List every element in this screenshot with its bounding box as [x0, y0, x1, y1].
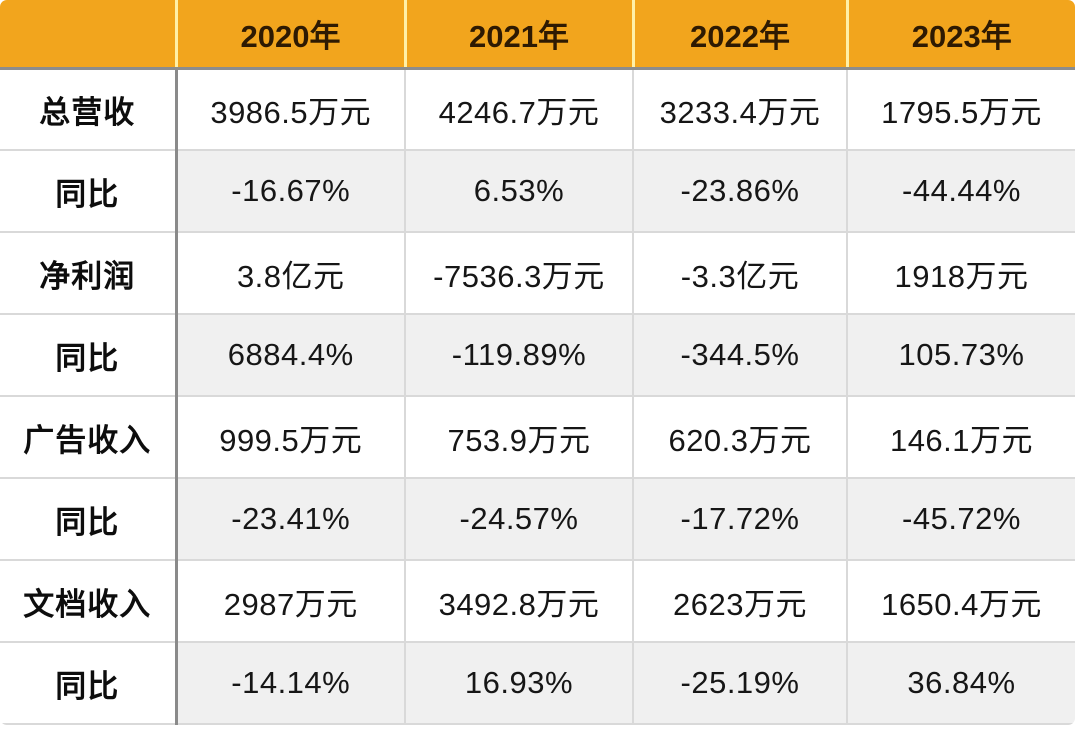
data-cell: 3986.5万元: [176, 68, 406, 151]
table-row-net-profit: 净利润 3.8亿元 -7536.3万元 -3.3亿元 1918万元: [0, 232, 1075, 315]
data-cell: 146.1万元: [847, 396, 1075, 479]
header-cell-empty: [0, 0, 178, 70]
data-cell: -119.89%: [405, 314, 634, 397]
table-row-total-revenue-yoy: 同比 -16.67% 6.53% -23.86% -44.44%: [0, 150, 1075, 233]
table-row-document-revenue: 文档收入 2987万元 3492.8万元 2623万元 1650.4万元: [0, 560, 1075, 643]
data-cell: -3.3亿元: [633, 232, 848, 315]
data-cell: -45.72%: [847, 478, 1075, 561]
data-cell: 105.73%: [847, 314, 1075, 397]
data-cell: 3233.4万元: [633, 68, 848, 151]
data-cell: 620.3万元: [633, 396, 848, 479]
data-cell: 2623万元: [633, 560, 848, 643]
financial-table-figure: 2020年 2021年 2022年 2023年 总营收 3986.5万元 424…: [0, 0, 1075, 725]
row-label: 同比: [0, 314, 178, 397]
row-label: 净利润: [0, 232, 178, 315]
data-cell: -344.5%: [633, 314, 848, 397]
data-cell: 3.8亿元: [176, 232, 406, 315]
data-cell: -7536.3万元: [405, 232, 634, 315]
data-cell: 1795.5万元: [847, 68, 1075, 151]
row-label: 广告收入: [0, 396, 178, 479]
data-cell: 1650.4万元: [847, 560, 1075, 643]
data-cell: -23.86%: [633, 150, 848, 233]
table-row-total-revenue: 总营收 3986.5万元 4246.7万元 3233.4万元 1795.5万元: [0, 68, 1075, 151]
financial-table: 2020年 2021年 2022年 2023年 总营收 3986.5万元 424…: [0, 0, 1075, 725]
data-cell: 36.84%: [847, 642, 1075, 725]
data-cell: -24.57%: [405, 478, 634, 561]
header-cell-2021: 2021年: [405, 0, 635, 70]
header-cell-2023: 2023年: [847, 0, 1075, 70]
header-cell-2022: 2022年: [633, 0, 849, 70]
data-cell: 999.5万元: [176, 396, 406, 479]
data-cell: 4246.7万元: [405, 68, 634, 151]
row-label: 同比: [0, 642, 178, 725]
data-cell: 6884.4%: [176, 314, 406, 397]
table-row-net-profit-yoy: 同比 6884.4% -119.89% -344.5% 105.73%: [0, 314, 1075, 397]
data-cell: 16.93%: [405, 642, 634, 725]
row-label: 文档收入: [0, 560, 178, 643]
data-cell: 1918万元: [847, 232, 1075, 315]
data-cell: -25.19%: [633, 642, 848, 725]
data-cell: 3492.8万元: [405, 560, 634, 643]
header-cell-2020: 2020年: [176, 0, 407, 70]
data-cell: -23.41%: [176, 478, 406, 561]
table-row-document-revenue-yoy: 同比 -14.14% 16.93% -25.19% 36.84%: [0, 642, 1075, 725]
row-label: 总营收: [0, 68, 178, 151]
row-label: 同比: [0, 478, 178, 561]
data-cell: -16.67%: [176, 150, 406, 233]
data-cell: 2987万元: [176, 560, 406, 643]
row-label: 同比: [0, 150, 178, 233]
data-cell: -14.14%: [176, 642, 406, 725]
data-cell: 6.53%: [405, 150, 634, 233]
data-cell: 753.9万元: [405, 396, 634, 479]
data-cell: -17.72%: [633, 478, 848, 561]
table-row-ad-revenue-yoy: 同比 -23.41% -24.57% -17.72% -45.72%: [0, 478, 1075, 561]
data-cell: -44.44%: [847, 150, 1075, 233]
table-row-ad-revenue: 广告收入 999.5万元 753.9万元 620.3万元 146.1万元: [0, 396, 1075, 479]
header-row: 2020年 2021年 2022年 2023年: [0, 0, 1075, 70]
